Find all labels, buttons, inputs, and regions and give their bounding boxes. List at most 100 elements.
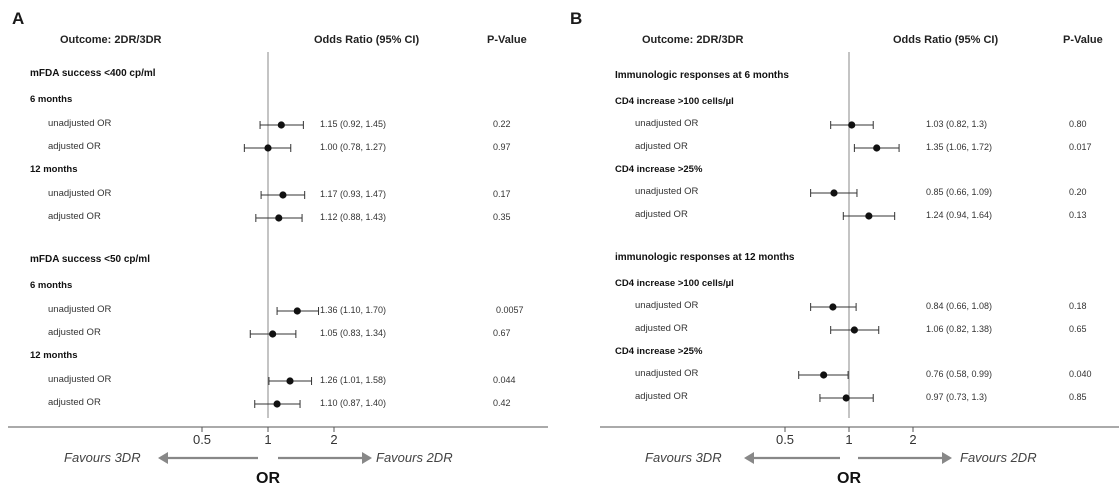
favours-right-label: Favours 2DR bbox=[960, 450, 1037, 465]
point-estimate bbox=[848, 121, 856, 129]
subgroup-title: 6 months bbox=[30, 94, 73, 105]
outcome-header: Outcome: 2DR/3DR bbox=[60, 34, 162, 46]
row-label: unadjusted OR bbox=[635, 118, 699, 129]
group-title: mFDA success <400 cp/ml bbox=[30, 68, 156, 79]
odds-ratio-header: Odds Ratio (95% CI) bbox=[893, 34, 999, 46]
odds-ratio-header: Odds Ratio (95% CI) bbox=[314, 34, 420, 46]
point-estimate bbox=[293, 307, 301, 315]
p-value: 0.18 bbox=[1069, 301, 1087, 311]
row-label: adjusted OR bbox=[635, 323, 688, 334]
p-value: 0.42 bbox=[493, 398, 511, 408]
odds-ratio-value: 1.10 (0.87, 1.40) bbox=[320, 398, 387, 408]
x-axis-label: OR bbox=[256, 470, 280, 487]
row-label: unadjusted OR bbox=[635, 368, 699, 379]
odds-ratio-value: 1.17 (0.93, 1.47) bbox=[320, 189, 387, 199]
x-axis-label: OR bbox=[837, 470, 861, 487]
favours-right-arrow-head bbox=[362, 452, 372, 464]
subgroup-title: 6 months bbox=[30, 280, 73, 291]
p-value: 0.0057 bbox=[496, 305, 524, 315]
favours-left-label: Favours 3DR bbox=[64, 450, 141, 465]
p-value: 0.35 bbox=[493, 212, 511, 222]
favours-right-label: Favours 2DR bbox=[376, 450, 453, 465]
odds-ratio-value: 0.85 (0.66, 1.09) bbox=[926, 187, 993, 197]
subgroup-title: 12 months bbox=[30, 164, 78, 175]
row-label: unadjusted OR bbox=[48, 374, 112, 385]
point-estimate bbox=[842, 394, 850, 402]
odds-ratio-value: 1.00 (0.78, 1.27) bbox=[320, 142, 387, 152]
subgroup-title: 12 months bbox=[30, 350, 78, 361]
odds-ratio-value: 1.12 (0.88, 1.43) bbox=[320, 212, 387, 222]
p-value: 0.040 bbox=[1069, 369, 1092, 379]
point-estimate bbox=[275, 214, 283, 222]
forest-plot bbox=[8, 52, 548, 464]
subgroup-title: CD4 increase >25% bbox=[615, 346, 703, 357]
odds-ratio-value: 1.35 (1.06, 1.72) bbox=[926, 142, 993, 152]
point-estimate bbox=[269, 330, 277, 338]
row-label: unadjusted OR bbox=[635, 186, 699, 197]
odds-ratio-value: 1.15 (0.92, 1.45) bbox=[320, 119, 387, 129]
odds-ratio-value: 1.06 (0.82, 1.38) bbox=[926, 324, 993, 334]
row-label: adjusted OR bbox=[48, 141, 101, 152]
point-estimate bbox=[830, 189, 838, 197]
point-estimate bbox=[820, 371, 828, 379]
point-estimate bbox=[277, 121, 285, 129]
x-tick-label: 2 bbox=[909, 432, 917, 447]
x-tick-label: 2 bbox=[330, 432, 338, 447]
row-label: unadjusted OR bbox=[48, 118, 112, 129]
row-label: unadjusted OR bbox=[635, 300, 699, 311]
x-tick-label: 1 bbox=[845, 432, 853, 447]
p-value: 0.044 bbox=[493, 375, 516, 385]
p-value: 0.17 bbox=[493, 189, 511, 199]
odds-ratio-value: 1.03 (0.82, 1.3) bbox=[926, 119, 988, 129]
favours-left-label: Favours 3DR bbox=[645, 450, 722, 465]
row-label: unadjusted OR bbox=[48, 188, 112, 199]
p-value: 0.13 bbox=[1069, 210, 1087, 220]
point-estimate bbox=[286, 377, 294, 385]
odds-ratio-value: 1.36 (1.10, 1.70) bbox=[320, 305, 387, 315]
row-label: adjusted OR bbox=[635, 141, 688, 152]
point-estimate bbox=[273, 400, 281, 408]
odds-ratio-value: 1.05 (0.83, 1.34) bbox=[320, 328, 387, 338]
panel-b: B Outcome: 2DR/3DR Odds Ratio (95% CI) P… bbox=[560, 0, 1119, 493]
odds-ratio-value: 0.76 (0.58, 0.99) bbox=[926, 369, 993, 379]
group-title: mFDA success <50 cp/ml bbox=[30, 254, 150, 265]
subgroup-title: CD4 increase >25% bbox=[615, 164, 703, 175]
forest-plot bbox=[600, 52, 1119, 464]
point-estimate bbox=[829, 303, 837, 311]
row-label: adjusted OR bbox=[48, 211, 101, 222]
point-estimate bbox=[850, 326, 858, 334]
x-tick-label: 0.5 bbox=[192, 432, 212, 447]
x-tick-label: 1 bbox=[264, 432, 272, 447]
point-estimate bbox=[873, 144, 881, 152]
row-label: adjusted OR bbox=[48, 327, 101, 338]
subgroup-title: CD4 increase >100 cells/µl bbox=[615, 278, 734, 289]
p-value: 0.67 bbox=[493, 328, 511, 338]
p-value: 0.65 bbox=[1069, 324, 1087, 334]
odds-ratio-value: 0.84 (0.66, 1.08) bbox=[926, 301, 993, 311]
p-value: 0.85 bbox=[1069, 392, 1087, 402]
p-value-header: P-Value bbox=[487, 34, 527, 46]
odds-ratio-value: 0.97 (0.73, 1.3) bbox=[926, 392, 988, 402]
subgroup-title: CD4 increase >100 cells/µl bbox=[615, 96, 734, 107]
panel-a: A Outcome: 2DR/3DR Odds Ratio (95% CI) P… bbox=[8, 9, 548, 487]
p-value-header: P-Value bbox=[1063, 34, 1103, 46]
p-value: 0.97 bbox=[493, 142, 511, 152]
point-estimate bbox=[279, 191, 287, 199]
row-label: adjusted OR bbox=[48, 397, 101, 408]
p-value: 0.22 bbox=[493, 119, 511, 129]
row-label: adjusted OR bbox=[635, 209, 688, 220]
p-value: 0.80 bbox=[1069, 119, 1087, 129]
group-title: immunologic responses at 12 months bbox=[615, 252, 795, 263]
odds-ratio-value: 1.26 (1.01, 1.58) bbox=[320, 375, 387, 385]
outcome-header: Outcome: 2DR/3DR bbox=[642, 34, 744, 46]
group-title: Immunologic responses at 6 months bbox=[615, 70, 789, 81]
favours-left-arrow-head bbox=[158, 452, 168, 464]
panel-letter: B bbox=[570, 9, 583, 28]
row-label: unadjusted OR bbox=[48, 304, 112, 315]
panel-letter: A bbox=[12, 9, 25, 28]
favours-left-arrow-head bbox=[744, 452, 754, 464]
p-value: 0.20 bbox=[1069, 187, 1087, 197]
p-value: 0.017 bbox=[1069, 142, 1092, 152]
row-label: adjusted OR bbox=[635, 391, 688, 402]
x-tick-label: 0.5 bbox=[775, 432, 795, 447]
